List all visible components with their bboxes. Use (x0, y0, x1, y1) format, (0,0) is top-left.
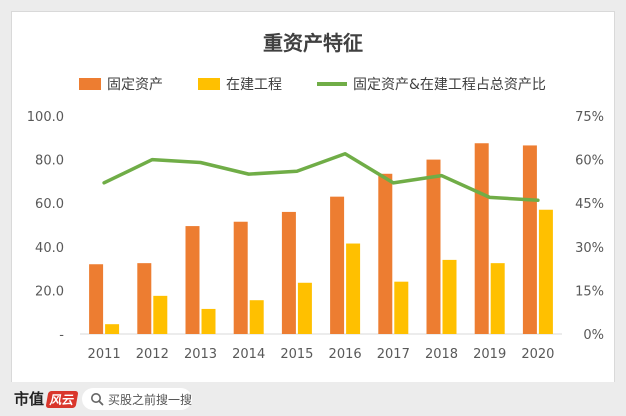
legend-swatch-ratio (317, 82, 347, 86)
search-placeholder: 买股之前搜一搜 (108, 392, 193, 407)
x-tick-label: 2017 (377, 347, 410, 362)
bar (297, 282, 312, 334)
bar (538, 209, 553, 334)
legend-item-ratio: 固定资产&在建工程占总资产比 (317, 74, 546, 94)
y-tick-label: 40.0 (35, 241, 64, 256)
brand-mark: 风云 (45, 391, 79, 408)
bar (281, 211, 296, 334)
y2-tick-label: 15% (575, 284, 604, 299)
bar (346, 243, 361, 334)
bar (137, 263, 152, 334)
legend: 固定资产 在建工程 固定资产&在建工程占总资产比 (0, 74, 626, 94)
bar (330, 196, 345, 334)
y-tick-label: 20.0 (35, 284, 64, 299)
bar (153, 295, 168, 334)
x-tick-label: 2013 (184, 347, 217, 362)
y2-tick-label: 75% (575, 110, 604, 125)
y2-tick-label: 60% (575, 154, 604, 169)
bar (394, 281, 409, 334)
line-point (441, 175, 442, 177)
y-tick-label: 100.0 (27, 110, 64, 125)
line-point (296, 170, 298, 172)
x-tick-label: 2016 (329, 347, 362, 362)
bar (490, 263, 505, 334)
line-point (392, 182, 394, 184)
series-line (102, 152, 540, 203)
line-point (248, 173, 250, 175)
legend-label-construction: 在建工程 (226, 77, 282, 93)
line-point (537, 199, 539, 201)
legend-item-fixed-assets: 固定资产 (79, 74, 163, 94)
legend-item-construction: 在建工程 (198, 74, 282, 94)
bar (522, 145, 537, 334)
x-tick-label: 2020 (521, 347, 554, 362)
legend-swatch-fixed-assets (79, 78, 101, 90)
legend-label-ratio: 固定资产&在建工程占总资产比 (353, 77, 546, 93)
bar (201, 308, 216, 334)
x-tick-label: 2015 (280, 347, 313, 362)
line-point (344, 153, 346, 155)
y-tick-label: - (59, 328, 64, 343)
y2-tick-label: 0% (583, 328, 604, 343)
brand-text: 市值 (14, 390, 45, 408)
x-tick-label: 2011 (88, 347, 121, 362)
legend-swatch-construction (198, 78, 220, 90)
y2-tick-label: 30% (575, 241, 604, 256)
y2-tick-label: 45% (575, 197, 604, 212)
legend-label-fixed-assets: 固定资产 (107, 77, 163, 93)
bar (442, 259, 457, 334)
bar (89, 264, 104, 334)
y-tick-label: 60.0 (35, 197, 64, 212)
line-point (151, 159, 153, 161)
bar (426, 159, 441, 334)
brand-logo: 市值 风云 (14, 388, 79, 409)
footer-bar: 市值 风云 买股之前搜一搜 (0, 382, 626, 416)
bar (249, 300, 264, 334)
bar (474, 143, 489, 334)
bar (185, 226, 200, 334)
search-icon (91, 393, 104, 406)
search-box[interactable]: 买股之前搜一搜 (82, 388, 192, 410)
bar (105, 324, 120, 334)
bar (378, 173, 393, 334)
y-tick-label: 80.0 (35, 154, 64, 169)
x-tick-label: 2012 (136, 347, 169, 362)
chart-title: 重资产特征 (263, 31, 363, 55)
line-point (103, 182, 105, 184)
bar (233, 221, 248, 334)
x-tick-label: 2014 (232, 347, 265, 362)
line-point (200, 162, 201, 164)
x-tick-label: 2018 (425, 347, 458, 362)
x-tick-label: 2019 (473, 347, 506, 362)
line-point (489, 196, 491, 198)
